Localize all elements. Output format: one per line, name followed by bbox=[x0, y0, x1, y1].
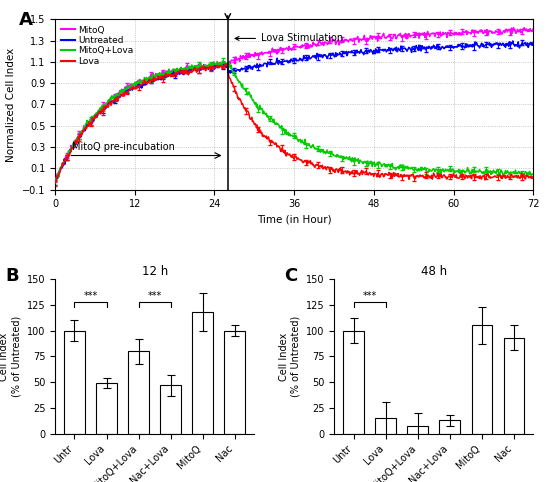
Lova bbox=[184, 68, 190, 74]
MitoQ bbox=[510, 25, 517, 30]
Line: MitoQ+Lova: MitoQ+Lova bbox=[55, 61, 534, 182]
Bar bbox=[128, 351, 149, 434]
Lova bbox=[353, 168, 360, 174]
MitoQ bbox=[111, 96, 117, 102]
Bar bbox=[439, 420, 460, 434]
Untreated bbox=[184, 68, 190, 74]
Lova bbox=[110, 97, 117, 103]
Y-axis label: Normalized Cell Index: Normalized Cell Index bbox=[7, 47, 16, 161]
MitoQ bbox=[367, 33, 373, 39]
Bar bbox=[160, 385, 181, 434]
MitoQ bbox=[530, 28, 537, 34]
Line: MitoQ: MitoQ bbox=[55, 27, 534, 180]
Text: ***: *** bbox=[362, 291, 377, 301]
MitoQ+Lova bbox=[184, 66, 190, 72]
Bar bbox=[375, 418, 396, 434]
MitoQ bbox=[61, 158, 68, 163]
MitoQ+Lova bbox=[110, 93, 117, 99]
Line: Untreated: Untreated bbox=[55, 41, 534, 183]
Legend: MitoQ, Untreated, MitoQ+Lova, Lova: MitoQ, Untreated, MitoQ+Lova, Lova bbox=[59, 24, 135, 67]
Lova bbox=[52, 180, 58, 186]
Bar bbox=[224, 331, 245, 434]
MitoQ+Lova bbox=[353, 157, 360, 163]
Lova bbox=[223, 61, 229, 67]
Text: B: B bbox=[5, 267, 19, 284]
Text: C: C bbox=[284, 267, 298, 284]
Bar bbox=[504, 338, 525, 434]
MitoQ+Lova bbox=[60, 159, 67, 164]
Bar bbox=[192, 312, 213, 434]
Lova bbox=[158, 74, 165, 80]
Untreated bbox=[353, 49, 359, 54]
MitoQ+Lova bbox=[52, 179, 58, 185]
Bar bbox=[96, 383, 117, 434]
MitoQ bbox=[353, 36, 360, 42]
Title: 48 h: 48 h bbox=[421, 265, 447, 278]
Bar bbox=[471, 325, 492, 434]
MitoQ+Lova bbox=[158, 71, 165, 77]
MitoQ bbox=[52, 177, 59, 183]
Lova bbox=[367, 171, 373, 176]
Untreated bbox=[60, 162, 67, 168]
Untreated bbox=[158, 72, 165, 78]
MitoQ bbox=[184, 64, 191, 69]
MitoQ+Lova bbox=[220, 58, 227, 64]
Lova bbox=[530, 174, 537, 180]
Text: ***: *** bbox=[84, 291, 98, 301]
Y-axis label: Cell Index
(% of Untreated): Cell Index (% of Untreated) bbox=[0, 316, 21, 397]
Title: 12 h: 12 h bbox=[141, 265, 168, 278]
MitoQ+Lova bbox=[530, 172, 537, 178]
Bar bbox=[343, 331, 364, 434]
Text: MitoQ pre-incubation: MitoQ pre-incubation bbox=[72, 142, 174, 152]
MitoQ bbox=[159, 68, 166, 74]
Untreated bbox=[366, 49, 373, 55]
X-axis label: Time (in Hour): Time (in Hour) bbox=[257, 215, 332, 225]
Untreated bbox=[110, 98, 117, 104]
Untreated bbox=[52, 180, 58, 186]
Untreated bbox=[530, 39, 537, 45]
MitoQ+Lova bbox=[367, 159, 373, 164]
Untreated bbox=[509, 38, 516, 44]
Y-axis label: Cell Index
(% of Untreated): Cell Index (% of Untreated) bbox=[279, 316, 300, 397]
Text: Lova Stimulation: Lova Stimulation bbox=[235, 33, 343, 43]
Bar bbox=[408, 426, 428, 434]
Line: Lova: Lova bbox=[55, 64, 534, 183]
Text: ***: *** bbox=[147, 291, 162, 301]
MitoQ bbox=[52, 177, 58, 183]
Lova bbox=[60, 162, 67, 168]
Text: A: A bbox=[19, 11, 33, 29]
Bar bbox=[64, 331, 85, 434]
